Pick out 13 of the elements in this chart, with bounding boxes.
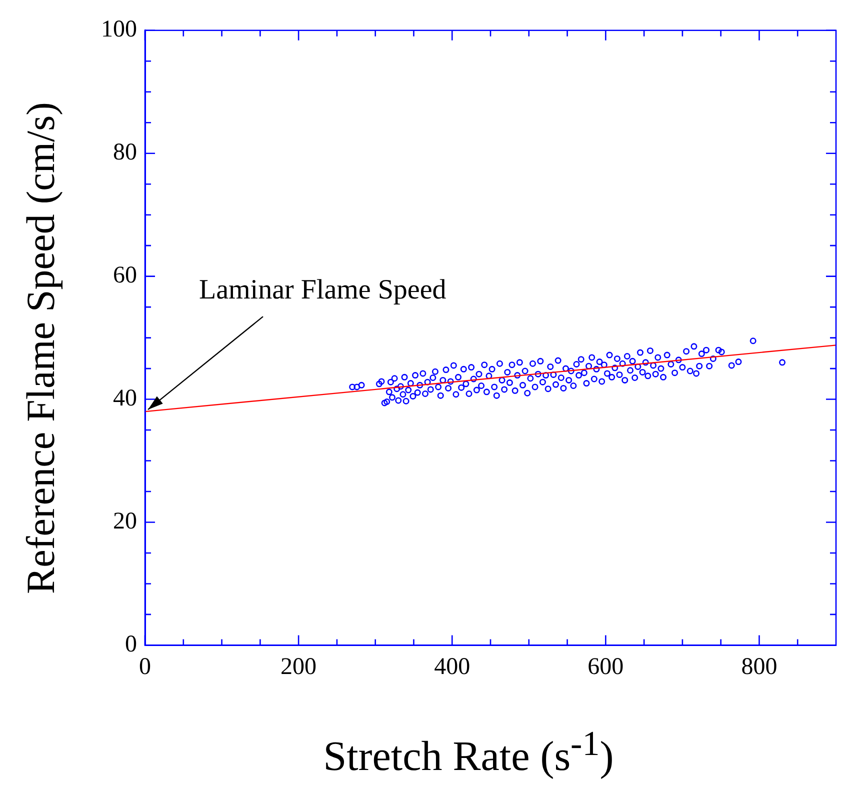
x-tick-label: 200 xyxy=(280,654,317,680)
y-tick-label: 60 xyxy=(113,262,137,289)
annotation: Laminar Flame Speed xyxy=(199,274,446,306)
x-axis-title: Stretch Rate (s$^{-1}$) xyxy=(322,723,615,781)
y-tick-label: 20 xyxy=(113,508,137,535)
y-tick-label: 100 xyxy=(101,16,137,43)
y-tick-label: 0 xyxy=(125,631,137,658)
x-tick-label: 800 xyxy=(741,654,778,680)
y-tick-label: 80 xyxy=(113,140,137,166)
y-axis-title: Reference Flame Speed (cm/s) xyxy=(18,102,64,594)
x-tick-label: 400 xyxy=(434,654,470,680)
y-tick-label: 40 xyxy=(113,386,137,412)
x-tick-label: 600 xyxy=(588,654,624,680)
